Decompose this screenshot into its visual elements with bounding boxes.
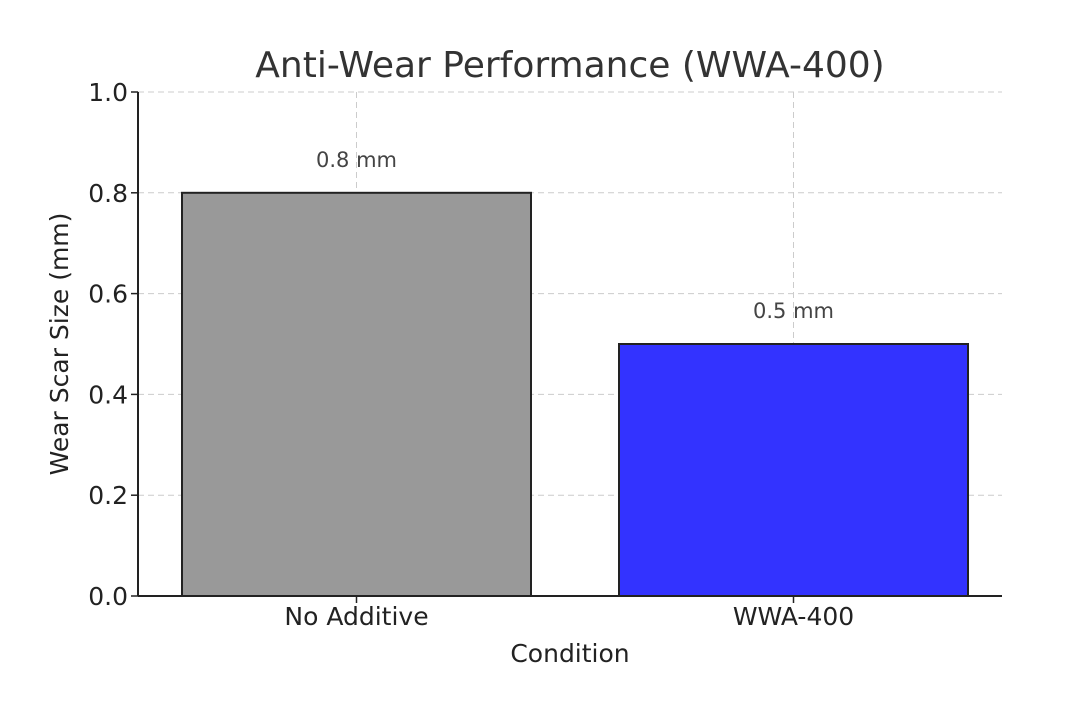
y-tick-label: 0.0	[88, 582, 128, 611]
y-axis-label: Wear Scar Size (mm)	[45, 213, 74, 476]
x-tick-label: WWA-400	[733, 602, 854, 631]
y-tick-label: 1.0	[88, 78, 128, 107]
bars	[181, 191, 969, 598]
x-tick-label: No Additive	[284, 602, 428, 631]
y-tick-label: 0.6	[88, 280, 128, 309]
data-label: 0.8 mm	[316, 148, 397, 172]
chart-title: Anti-Wear Performance (WWA-400)	[255, 45, 884, 86]
axes	[131, 91, 1002, 603]
bar	[618, 343, 969, 597]
y-tick-label: 0.8	[88, 179, 128, 208]
y-tick-label: 0.4	[88, 380, 128, 409]
x-axis-label: Condition	[510, 639, 629, 668]
labels: 0.0 0.2 0.4 0.6 0.8 1.0 No Additive 0.8 mm WWA-4…	[88, 78, 854, 631]
data-label: 0.5 mm	[753, 299, 834, 323]
bar	[181, 191, 532, 598]
y-tick-label: 0.2	[88, 481, 128, 510]
